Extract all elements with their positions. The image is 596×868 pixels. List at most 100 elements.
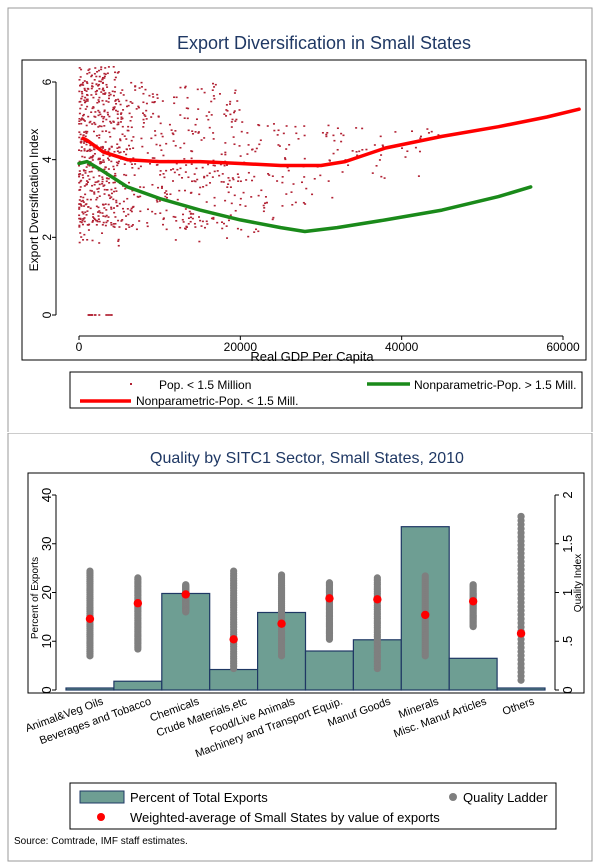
scatter-point: [172, 180, 175, 182]
scatter-point: [246, 132, 249, 134]
scatter-point: [157, 186, 160, 189]
scatter-point: [122, 109, 125, 111]
scatter-point: [101, 182, 104, 185]
scatter-point: [122, 200, 125, 203]
scatter-point: [199, 186, 202, 189]
scatter-point: [83, 148, 86, 150]
scatter-point: [112, 181, 115, 184]
scatter-point: [212, 159, 215, 162]
scatter-point: [159, 170, 162, 172]
quality-ladder-point: [373, 574, 381, 582]
scatter-point: [303, 176, 306, 178]
scatter-point: [152, 112, 155, 115]
scatter-point: [160, 187, 163, 189]
scatter-point: [259, 139, 262, 142]
scatter-point: [85, 214, 88, 216]
scatter-point: [121, 89, 124, 91]
scatter-point: [103, 75, 106, 78]
scatter-point: [127, 104, 130, 107]
scatter-point: [132, 147, 135, 149]
scatter-point: [159, 122, 162, 125]
scatter-point: [96, 101, 99, 104]
scatter-point: [93, 193, 96, 195]
y-tick-label: 40: [39, 488, 54, 502]
scatter-point: [151, 210, 154, 213]
scatter-point: [127, 181, 130, 184]
scatter-point: [235, 118, 238, 121]
scatter-point: [87, 224, 90, 226]
scatter-point: [134, 85, 137, 87]
y-axis-label: Percent of Exports: [30, 557, 41, 639]
scatter-point: [185, 107, 188, 109]
scatter-point: [81, 211, 84, 213]
scatter-point: [253, 231, 256, 233]
scatter-point: [301, 181, 304, 184]
scatter-point: [102, 120, 105, 123]
scatter-point: [103, 116, 106, 118]
scatter-point: [160, 149, 163, 151]
scatter-point: [125, 174, 128, 177]
scatter-point: [193, 180, 196, 182]
scatter-point: [233, 194, 236, 197]
scatter-point: [89, 156, 92, 158]
scatter-point: [225, 109, 228, 111]
scatter-point: [91, 219, 94, 222]
scatter-point: [106, 157, 109, 160]
scatter-point: [191, 217, 194, 220]
scatter-point: [122, 94, 125, 96]
scatter-point: [146, 225, 149, 228]
scatter-point: [223, 113, 226, 115]
scatter-point: [117, 244, 120, 247]
y2-axis-label: Quality Index: [573, 554, 584, 612]
scatter-point: [251, 179, 254, 182]
scatter-point: [196, 178, 199, 181]
scatter-point: [98, 125, 101, 127]
scatter-point: [113, 175, 116, 177]
scatter-point: [197, 108, 200, 110]
scatter-point: [102, 87, 105, 90]
scatter-point: [238, 145, 241, 147]
scatter-point: [80, 149, 83, 152]
scatter-point: [246, 153, 249, 155]
scatter-point: [117, 240, 120, 242]
scatter-point: [302, 201, 305, 204]
scatter-point: [113, 190, 116, 193]
weighted-average-point: [229, 635, 238, 644]
scatter-point: [230, 202, 233, 205]
scatter-point: [83, 142, 86, 144]
scatter-point: [89, 150, 92, 152]
scatter-point: [146, 208, 149, 211]
scatter-point: [84, 135, 87, 138]
scatter-point: [101, 99, 104, 102]
scatter-point: [143, 114, 146, 116]
scatter-point: [93, 152, 96, 155]
scatter-point: [273, 129, 276, 132]
scatter-point: [141, 145, 144, 148]
scatter-point: [110, 160, 113, 163]
scatter-point: [91, 156, 94, 159]
scatter-point: [83, 233, 86, 236]
scatter-point: [116, 205, 119, 207]
scatter-point: [253, 175, 256, 178]
scatter-point: [239, 180, 242, 183]
export-diversification-chart: Export Diversification in Small States 0 2…: [7, 7, 593, 432]
scatter-point: [220, 221, 223, 223]
scatter-point: [145, 109, 148, 112]
scatter-point: [98, 111, 101, 114]
scatter-point: [258, 124, 261, 127]
scatter-point: [83, 140, 86, 143]
scatter-point: [174, 216, 177, 218]
scatter-point: [153, 157, 156, 159]
scatter-point: [129, 119, 132, 122]
scatter-point: [263, 202, 266, 205]
scatter-point: [106, 111, 109, 114]
scatter-point: [226, 237, 229, 239]
scatter-point: [237, 176, 240, 179]
scatter-point: [92, 154, 95, 157]
scatter-point: [161, 135, 164, 138]
scatter-point: [130, 210, 133, 213]
scatter-point: [101, 76, 104, 79]
scatter-point: [131, 189, 134, 192]
scatter-point: [87, 115, 90, 118]
scatter-point: [365, 148, 368, 151]
